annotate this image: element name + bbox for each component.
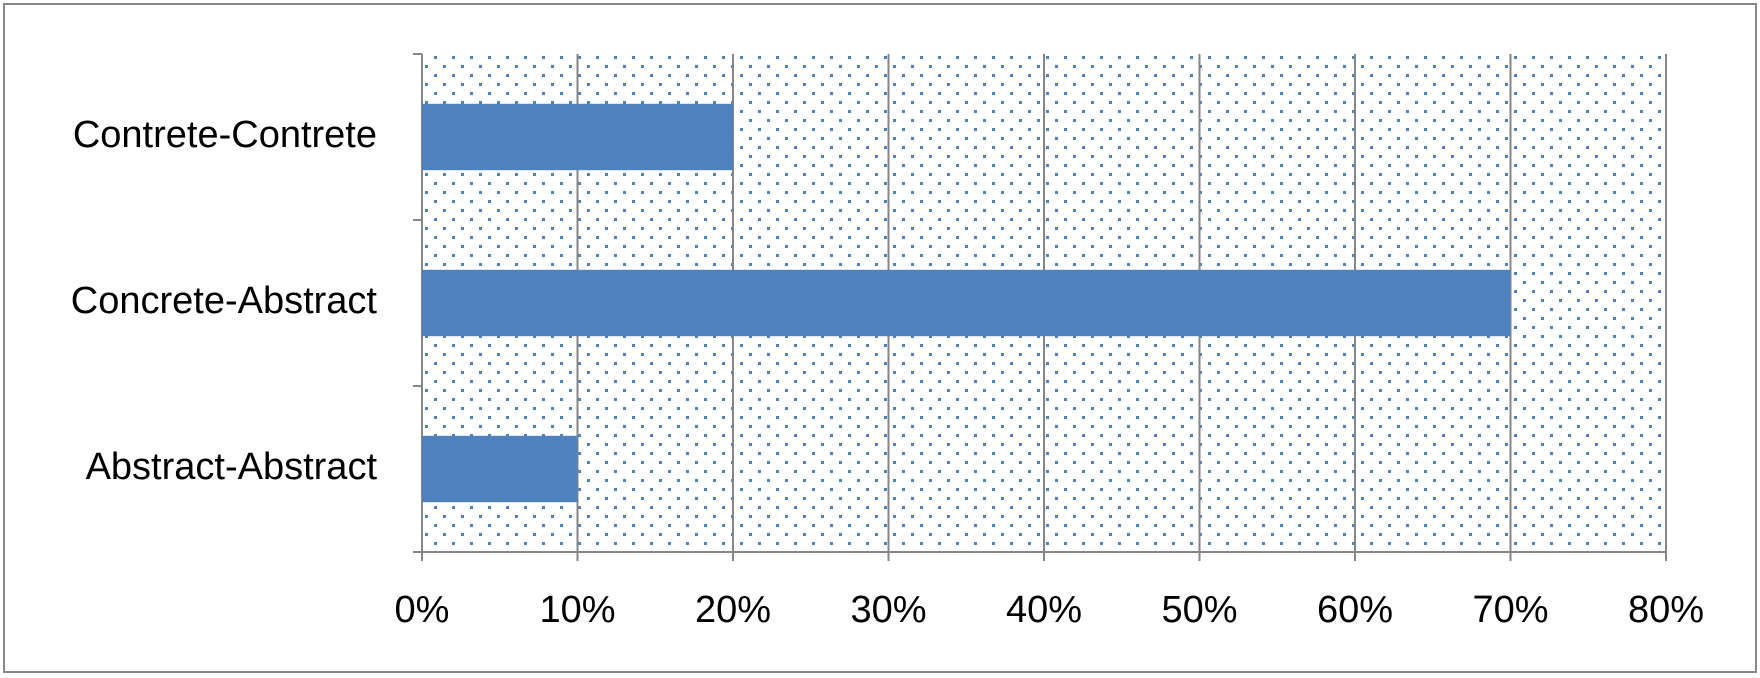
x-tick-label: 80%: [1628, 589, 1704, 631]
x-tick-label: 40%: [1006, 589, 1082, 631]
x-tick-label: 0%: [395, 589, 450, 631]
x-tick-label: 10%: [539, 589, 615, 631]
y-tick-label: Contrete-Contrete: [73, 114, 377, 156]
x-tick-label: 50%: [1161, 589, 1237, 631]
bar: [422, 269, 1511, 337]
x-tick-label: 60%: [1317, 589, 1393, 631]
x-tick-label: 70%: [1472, 589, 1548, 631]
x-tick-label: 30%: [850, 589, 926, 631]
bar: [422, 435, 578, 503]
bar: [422, 103, 733, 171]
x-tick-label: 20%: [695, 589, 771, 631]
y-tick-label: Concrete-Abstract: [71, 280, 378, 322]
y-tick-label: Abstract-Abstract: [86, 446, 378, 488]
